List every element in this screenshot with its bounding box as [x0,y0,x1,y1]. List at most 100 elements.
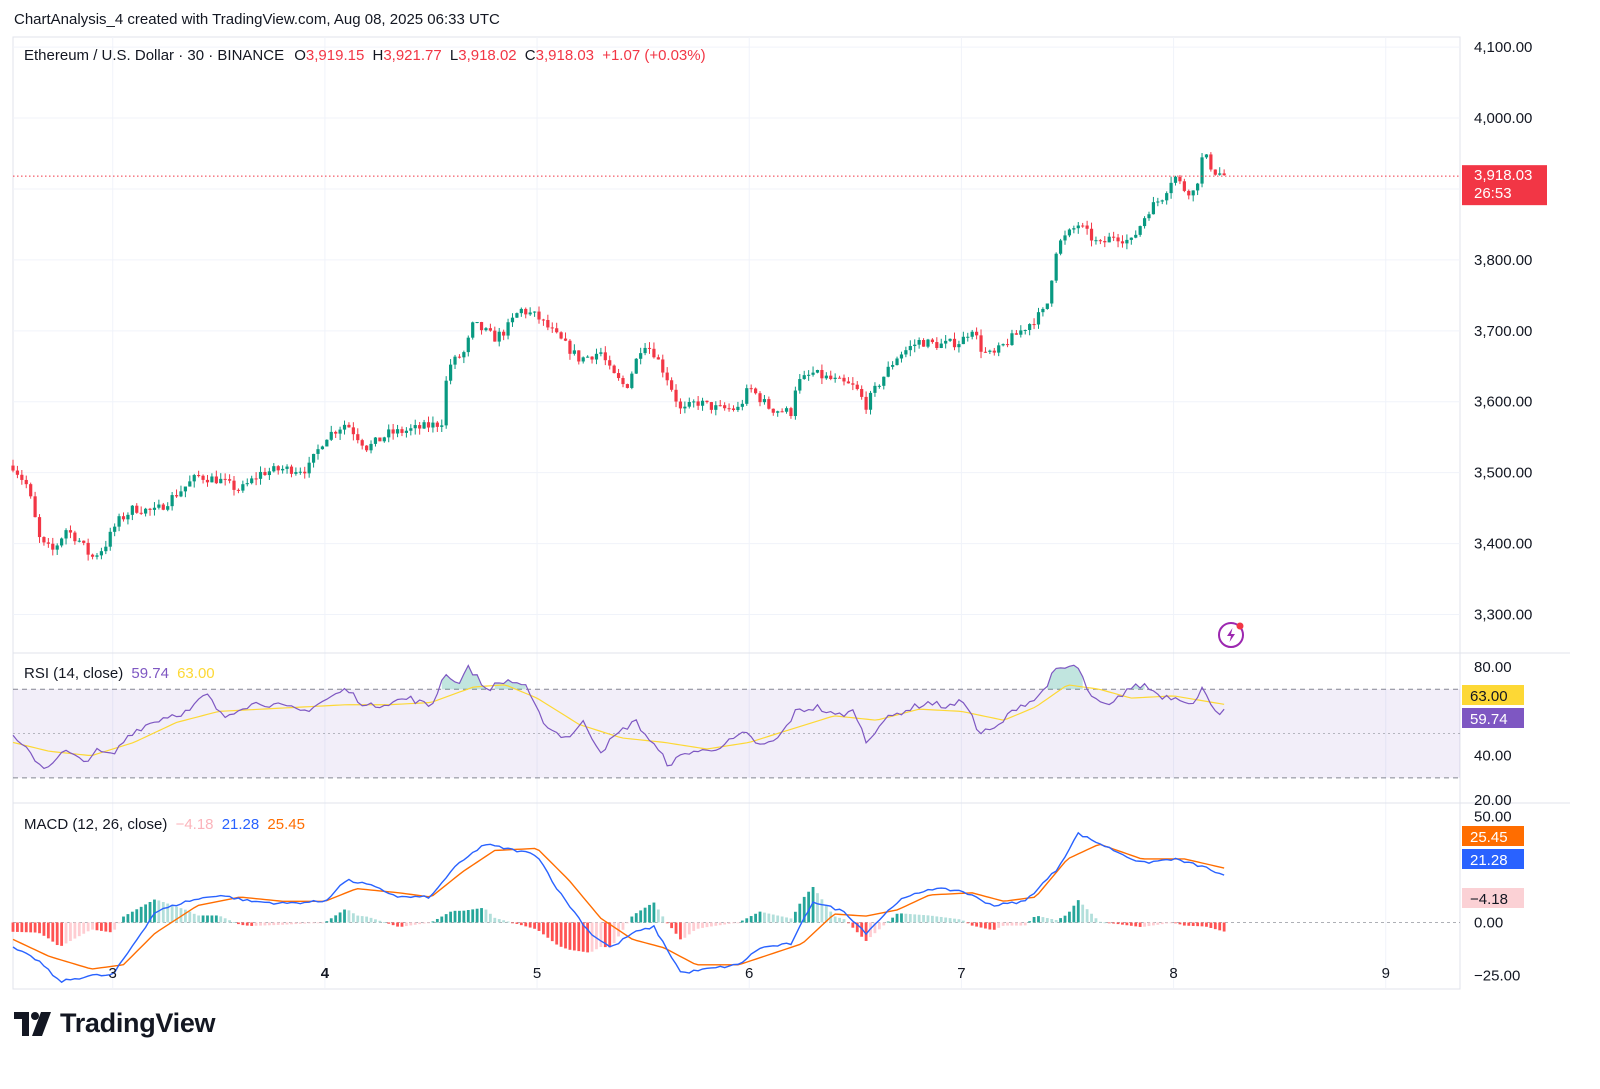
macd-histogram-bar [1147,922,1151,927]
candle-body [272,466,276,472]
candle-body [254,478,258,480]
ohlc-legend[interactable]: Ethereum / U.S. Dollar · 30 · BINANCE O3… [24,47,706,64]
macd-histogram-bar [904,913,908,923]
macd-histogram-bar [957,919,961,923]
candle-body [1058,240,1063,254]
candle-body [590,356,594,360]
macd-histogram-bar [564,922,567,949]
candle-body [289,466,294,474]
candle-body [789,408,793,417]
candle-body [581,357,585,362]
macd-histogram-bar [515,922,519,924]
macd-histogram-bar [303,922,307,924]
macd-histogram-bar [824,905,828,923]
candle-body [877,385,881,387]
macd-histogram-bar [1116,922,1120,925]
macd-histogram-bar [1032,916,1036,923]
candle-body [1036,312,1041,325]
macd-axis[interactable]: 50.00 0.00 −25.00 [1474,809,1520,985]
macd-legend-macd: 21.28 [221,816,260,833]
macd-signal-line [12,843,1225,970]
price-pane[interactable] [11,152,1226,561]
macd-histogram-bar [1045,918,1049,923]
candle-body [298,471,302,473]
macd-histogram-bar [679,922,682,940]
macd-histogram-bar [555,922,559,945]
macd-histogram-bar [188,911,192,923]
alert-icon[interactable] [1218,622,1244,648]
macd-histogram-bar [696,922,700,929]
candle-body [179,491,183,497]
macd-histogram-bar [38,922,41,934]
macd-histogram-bar [802,896,806,923]
time-tick-label: 4 [321,965,330,982]
rsi-title[interactable]: RSI (14, close) [24,665,124,682]
macd-histogram-bar [798,903,802,923]
candle-body [687,402,691,407]
macd-histogram-bar [524,922,528,927]
candle-body [440,425,444,427]
macd-histogram-bar [86,922,90,932]
macd-hist-badge [1462,888,1524,908]
macd-histogram-bar [55,922,59,946]
rsi-axis[interactable]: 80.00 40.00 20.00 [1474,659,1512,809]
macd-histogram-bar [886,921,890,923]
macd-histogram-bar [223,918,227,923]
tradingview-logo[interactable]: TradingView [14,1008,216,1039]
macd-histogram-bar [718,922,722,926]
macd-histogram-bar [77,922,81,937]
macd-histogram-bar [475,908,479,923]
rsi-ma-line [12,684,1225,756]
macd-histogram-bar [100,922,103,931]
macd-pane[interactable] [11,831,1460,984]
macd-histogram-bar [780,916,784,923]
macd-histogram-bar [276,922,280,925]
macd-histogram-bar [807,891,811,923]
candle-body [647,347,652,349]
candle-body [510,317,515,323]
macd-histogram-bar [542,922,545,935]
macd-histogram-bar [502,920,506,923]
macd-histogram-bar [1196,922,1200,927]
macd-histogram-bar [1213,922,1217,930]
candle-body [935,342,939,349]
rsi-ma-badge-value: 63.00 [1470,688,1508,705]
candle-body [665,372,669,381]
macd-histogram-bar [922,915,925,923]
candle-body [1191,190,1195,196]
candle-body [435,422,439,427]
time-axis[interactable]: 3 4 5 6 7 8 9 [109,965,1390,982]
candle-body [475,322,479,324]
candle-body [833,377,837,379]
rsi-overbought-fill [1126,683,1145,690]
tradingview-logo-icon [14,1011,51,1036]
candle-body [1081,225,1085,227]
rsi-legend[interactable]: RSI (14, close) 59.74 63.00 [24,665,215,682]
candle-body [771,408,775,413]
macd-histogram-bar [82,922,86,934]
macd-histogram-bar [197,915,201,923]
macd-title[interactable]: MACD (12, 26, close) [24,816,168,833]
candle-body [718,405,722,407]
macd-legend[interactable]: MACD (12, 26, close) −4.18 21.28 25.45 [24,816,305,833]
macd-histogram-bar [953,918,956,923]
macd-histogram-bar [219,916,223,923]
macd-histogram-bar [847,922,850,924]
publisher-header: ChartAnalysis_4 created with TradingView… [14,11,500,28]
candle-body [338,429,342,434]
rsi-overbought-fill [441,665,486,690]
symbol-title[interactable]: Ethereum / U.S. Dollar · 30 · BINANCE [24,47,285,64]
macd-histogram-bar [11,922,15,932]
candle-body [281,468,285,471]
time-tick-label: 8 [1169,965,1177,982]
candle-body [537,311,541,320]
macd-histogram-bar [665,922,669,924]
rsi-pane[interactable] [12,664,1460,779]
macd-histogram-bar [621,922,625,930]
rsi-tick-label: 20.00 [1474,792,1512,809]
macd-histogram-bar [192,913,196,923]
candle-body [519,308,523,314]
price-axis[interactable]: 4,100.004,000.003,900.003,800.003,700.00… [1474,39,1532,623]
candle-body [263,471,267,476]
